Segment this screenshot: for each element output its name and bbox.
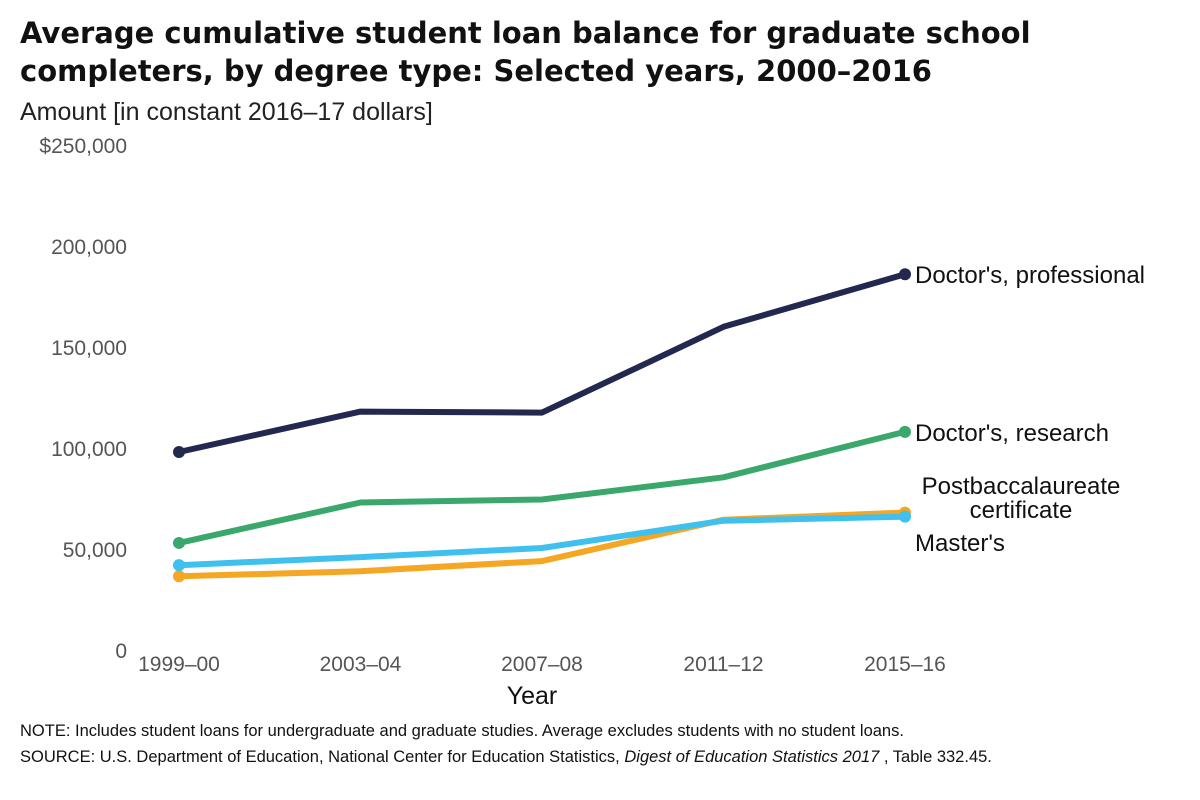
- y-tick-label: 0: [115, 640, 127, 663]
- note-text: NOTE: Includes student loans for undergr…: [20, 722, 904, 740]
- source-title: Digest of Education Statistics 2017: [624, 748, 880, 766]
- x-tick-label: 2007–08: [501, 653, 583, 676]
- x-axis: 1999–00 2003–04 2007–08 2011–12 2015–16: [138, 653, 946, 676]
- x-tick-label: 2003–04: [320, 653, 402, 676]
- y-axis: 0 50,000 100,000 150,000 200,000 $250,000: [39, 135, 127, 663]
- series-label-doctor-s-research: Doctor's, research: [915, 420, 1109, 447]
- series-label-doctor-s-professional: Doctor's, professional: [915, 262, 1145, 289]
- chart-title: Average cumulative student loan balance …: [20, 14, 1180, 90]
- x-tick-label: 2011–12: [683, 653, 763, 676]
- y-tick-label: 100,000: [51, 438, 127, 461]
- x-tick-label: 1999–00: [138, 653, 220, 676]
- series-points: [173, 268, 911, 583]
- series-line-postbaccalaureate-certificate: [176, 509, 908, 580]
- source-suffix: , Table 332.45.: [879, 748, 992, 766]
- data-point-master-s: [899, 510, 911, 523]
- data-point-doctor-s-professional: [173, 446, 185, 459]
- data-point-postbaccalaureate-certificate: [173, 570, 185, 583]
- chart-title-line-2: completers, by degree type: Selected yea…: [20, 54, 932, 88]
- chart-title-line-1: Average cumulative student loan balance …: [20, 16, 1031, 50]
- data-point-master-s: [173, 559, 185, 572]
- x-axis-label: Year: [507, 682, 558, 710]
- series-label-postbaccalaureate-certificate: certificate: [970, 497, 1073, 524]
- series-label-postbaccalaureate-certificate: Postbaccalaureate: [922, 473, 1121, 500]
- data-point-doctor-s-research: [899, 425, 911, 438]
- series-label-master-s: Master's: [915, 530, 1005, 557]
- y-tick-label: $250,000: [39, 135, 127, 158]
- series-line-doctor-s-professional: [176, 271, 908, 455]
- series-line-doctor-s-research: [176, 428, 908, 546]
- y-tick-label: 200,000: [51, 236, 127, 259]
- y-tick-label: 50,000: [63, 539, 127, 562]
- series-labels: Doctor's, professional Doctor's, research…: [915, 262, 1145, 557]
- chart-subtitle: Amount [in constant 2016–17 dollars]: [20, 98, 433, 126]
- source-text: SOURCE: U.S. Department of Education, Na…: [20, 748, 1190, 767]
- x-tick-label: 2015–16: [864, 653, 946, 676]
- y-tick-label: 150,000: [51, 337, 127, 360]
- data-point-doctor-s-research: [173, 536, 185, 549]
- source-prefix: SOURCE: U.S. Department of Education, Na…: [20, 748, 625, 766]
- data-point-doctor-s-professional: [899, 268, 911, 281]
- series-line-master-s: [176, 513, 908, 569]
- series-lines: [176, 271, 908, 580]
